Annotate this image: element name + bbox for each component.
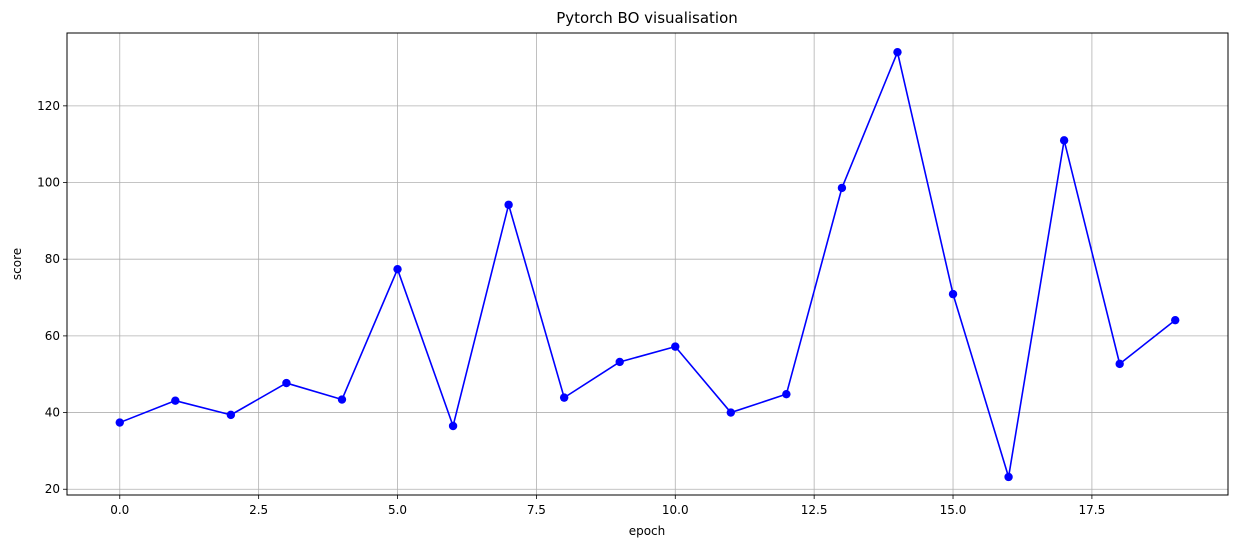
- data-series: [115, 47, 1180, 482]
- x-tick-label: 5.0: [388, 503, 407, 517]
- data-point: [1004, 472, 1013, 482]
- y-tick-label: 80: [45, 252, 60, 266]
- data-point: [559, 393, 569, 402]
- x-tick-label: 2.5: [249, 503, 268, 517]
- data-point: [226, 410, 236, 420]
- y-tick-label: 60: [45, 329, 60, 343]
- y-tick-label: 20: [45, 482, 60, 496]
- x-tick-label: 10.0: [662, 503, 689, 517]
- y-tick-label: 40: [45, 406, 60, 420]
- data-point: [393, 264, 402, 274]
- y-axis-label: score: [10, 248, 24, 280]
- data-point: [171, 396, 180, 405]
- data-point: [1171, 315, 1180, 325]
- x-tick-label: 15.0: [940, 503, 967, 517]
- x-tick-label: 12.5: [801, 503, 828, 517]
- data-point: [282, 378, 291, 388]
- data-point: [504, 200, 513, 209]
- x-tick-label: 7.5: [527, 503, 546, 517]
- data-point: [448, 421, 458, 431]
- chart-title: Pytorch BO visualisation: [556, 9, 738, 27]
- y-tick-label: 100: [37, 176, 60, 190]
- data-point: [948, 289, 958, 299]
- series-line: [119, 51, 1176, 478]
- data-point: [671, 342, 680, 351]
- x-tick-label: 0.0: [110, 503, 129, 517]
- y-tick-label: 120: [37, 99, 60, 113]
- grid-lines: [67, 33, 1228, 495]
- plot-area-frame: [66, 32, 1229, 496]
- data-point: [782, 389, 791, 399]
- data-point: [615, 357, 624, 367]
- data-point: [337, 395, 347, 404]
- data-point: [115, 418, 124, 427]
- data-point: [893, 47, 902, 57]
- data-point: [1059, 136, 1069, 145]
- axis-ticks: 0.0 2.5 5.0 7.5 10.0 12.5 15.0 17.5 20 40 60 80 100 1…: [37, 99, 1105, 517]
- data-point: [726, 408, 736, 417]
- x-axis-label: epoch: [629, 524, 666, 538]
- data-point: [837, 183, 847, 193]
- x-tick-label: 17.5: [1079, 503, 1106, 517]
- data-point: [1115, 359, 1124, 369]
